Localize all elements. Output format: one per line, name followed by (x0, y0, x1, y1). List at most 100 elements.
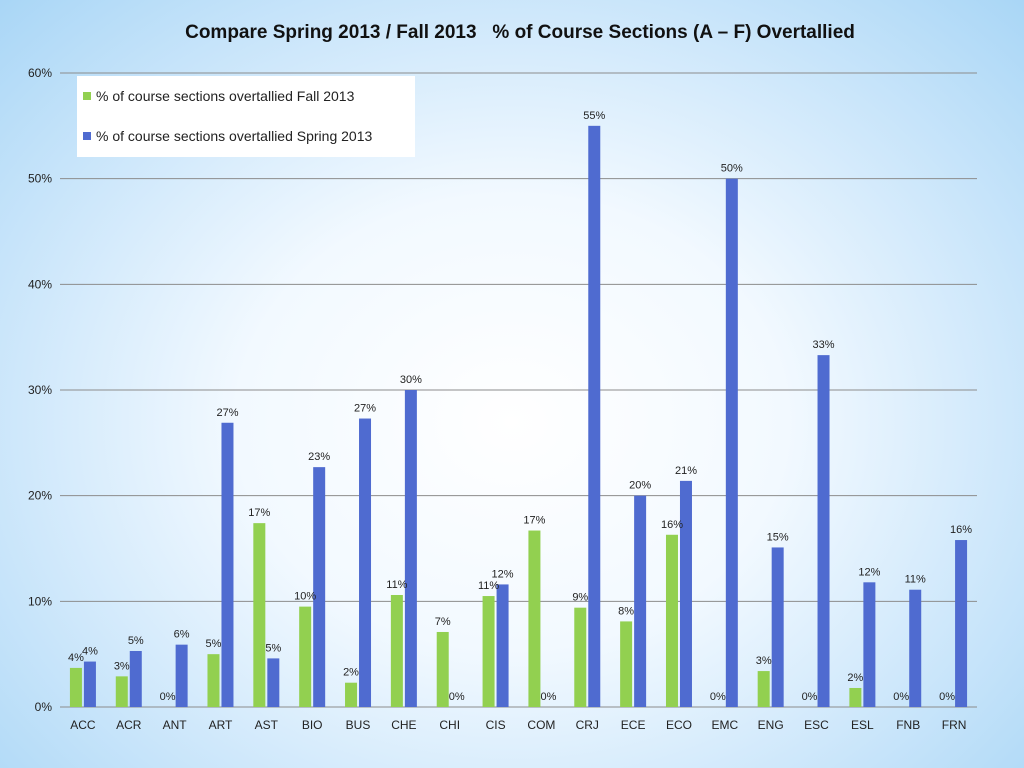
data-label: 17% (523, 515, 545, 527)
y-axis-tick-labels: 0% 10% 20% 30% 40% 50% 60% (28, 66, 52, 714)
data-label: 11% (905, 574, 926, 586)
data-label: 12% (858, 566, 880, 578)
x-tick-label: ACR (116, 718, 142, 732)
bar-fall-bio (299, 606, 312, 707)
legend-label-spring: % of course sections overtallied Spring … (96, 128, 372, 144)
legend-swatch-fall (83, 92, 91, 100)
x-tick-label: ART (209, 718, 233, 732)
x-tick-label: ACC (70, 718, 96, 732)
bar-fall-che (390, 594, 403, 707)
data-label: 4% (68, 652, 84, 664)
data-label: 27% (354, 403, 376, 415)
data-label: 23% (308, 451, 330, 463)
bar-spring-ast (267, 658, 280, 707)
bar-spring-bus (359, 418, 372, 707)
data-label: 0% (802, 691, 818, 703)
data-label: 50% (721, 163, 743, 175)
x-tick-label: CHI (439, 718, 460, 732)
x-tick-label: CIS (486, 718, 506, 732)
bar-fall-eco (665, 534, 678, 707)
bar-spring-esc (817, 355, 830, 707)
bar-fall-art (207, 654, 220, 707)
x-tick-label: COM (527, 718, 555, 732)
bar-spring-esl (863, 582, 876, 707)
data-label: 11% (478, 580, 499, 592)
data-labels: 4%4% 3% 5% 0% 6% 5% 27% 17% 5% 10% 23% 2% 27% 11% 30% 7… (68, 110, 972, 703)
bar-spring-frn (955, 540, 968, 707)
y-tick-label: 0% (35, 700, 53, 714)
x-tick-label: ENG (758, 718, 784, 732)
data-label: 55% (583, 110, 605, 122)
legend-label-fall: % of course sections overtallied Fall 20… (96, 88, 355, 104)
data-label: 2% (343, 667, 359, 679)
x-tick-label: ECE (621, 718, 646, 732)
x-tick-label: ESC (804, 718, 829, 732)
x-tick-label: ESL (851, 718, 874, 732)
data-label: 17% (248, 507, 270, 519)
bar-spring-crj (588, 125, 601, 708)
data-label: 5% (206, 638, 222, 650)
bar-fall-crj (574, 607, 587, 707)
legend-swatch-spring (83, 132, 91, 140)
x-axis-tick-labels: ACC ACR ANT ART AST BIO BUS CHE CHI CIS COM CRJ ECE E… (70, 718, 966, 732)
y-tick-label: 50% (28, 172, 52, 186)
data-label: 0% (540, 691, 556, 703)
x-tick-label: CHE (391, 718, 416, 732)
bar-spring-eco (679, 480, 692, 707)
data-label: 3% (756, 655, 772, 667)
data-label: 2% (847, 672, 863, 684)
data-label: 4% (82, 646, 98, 658)
data-label: 0% (160, 691, 176, 703)
bar-spring-ece (634, 495, 647, 707)
bar-spring-art (221, 422, 234, 707)
data-label: 8% (618, 605, 634, 617)
data-label: 6% (174, 629, 190, 641)
data-label: 15% (767, 531, 789, 543)
data-label: 5% (128, 635, 144, 647)
data-label: 0% (893, 691, 909, 703)
bar-fall-chi (436, 631, 449, 707)
x-tick-label: BIO (302, 718, 323, 732)
bar-fall-bus (345, 682, 358, 707)
data-label: 0% (939, 691, 955, 703)
bar-fall-acr (115, 676, 128, 707)
bar-fall-cis (482, 596, 495, 707)
x-tick-label: BUS (346, 718, 371, 732)
data-label: 16% (661, 519, 683, 531)
y-tick-label: 40% (28, 277, 52, 291)
bar-spring-bio (313, 467, 326, 707)
chart-title: Compare Spring 2013 / Fall 2013 % of Cou… (185, 22, 855, 43)
x-tick-label: ANT (163, 718, 188, 732)
bars (69, 125, 968, 708)
y-tick-label: 60% (28, 66, 52, 80)
bar-fall-eng (757, 671, 770, 707)
data-label: 7% (435, 616, 451, 628)
bar-fall-com (528, 530, 541, 707)
data-label: 30% (400, 374, 422, 386)
y-tick-label: 20% (28, 489, 52, 503)
data-label: 3% (114, 660, 130, 672)
bar-spring-ant (175, 644, 188, 707)
data-label: 20% (629, 480, 651, 492)
legend: % of course sections overtallied Fall 20… (77, 76, 415, 157)
x-tick-label: ECO (666, 718, 692, 732)
bar-spring-eng (771, 547, 784, 707)
x-tick-label: EMC (711, 718, 738, 732)
data-label: 11% (386, 579, 407, 591)
legend-box (77, 76, 415, 157)
bar-fall-ece (620, 621, 633, 707)
bar-fall-esl (849, 687, 862, 707)
data-label: 33% (813, 339, 835, 351)
data-label: 21% (675, 465, 697, 477)
bar-spring-fnb (909, 589, 922, 707)
data-label: 9% (572, 592, 588, 604)
data-label: 0% (449, 691, 465, 703)
data-label: 5% (265, 642, 281, 654)
y-tick-label: 10% (28, 594, 52, 608)
x-tick-label: FNB (896, 718, 920, 732)
data-label: 10% (294, 591, 316, 603)
data-label: 27% (216, 407, 238, 419)
bar-fall-acc (69, 667, 82, 707)
y-tick-label: 30% (28, 383, 52, 397)
